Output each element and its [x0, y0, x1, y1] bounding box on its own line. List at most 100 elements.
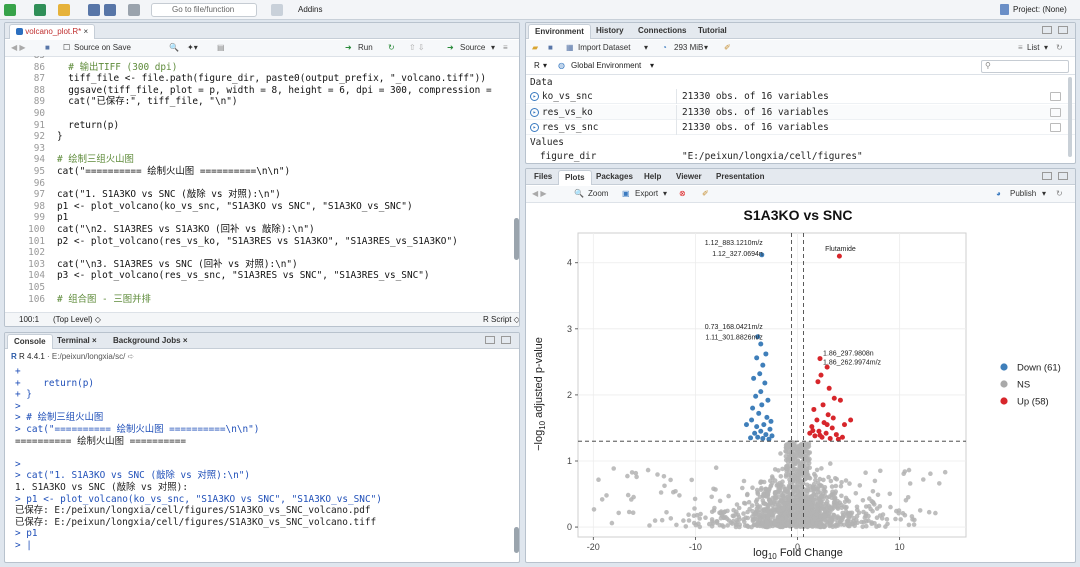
console-output[interactable]: + + return(p) + } > > # 绘制三组火山图 > cat("======…: [5, 364, 511, 562]
close-icon[interactable]: ×: [182, 336, 188, 345]
tab-terminal[interactable]: Terminal ×: [51, 334, 103, 349]
maximize-icon[interactable]: [1058, 172, 1068, 180]
run-arrow-icon[interactable]: ➜: [345, 43, 352, 52]
import-dropdown-icon[interactable]: ▾: [644, 43, 649, 52]
expand-icon[interactable]: ▸: [530, 123, 539, 132]
memory-dropdown-icon[interactable]: ▾: [704, 43, 709, 52]
tab-environment[interactable]: Environment: [528, 24, 591, 39]
rerun-icon[interactable]: ↻: [388, 43, 395, 52]
view-table-icon[interactable]: [1050, 107, 1061, 117]
maximize-icon[interactable]: [501, 336, 511, 344]
list-view-button[interactable]: List: [1027, 43, 1040, 52]
file-type-indicator[interactable]: R Script ◇: [483, 315, 520, 324]
expand-icon[interactable]: ▸: [530, 107, 539, 117]
publish-button[interactable]: Publish: [1010, 189, 1037, 198]
open-folder-icon[interactable]: ▰: [532, 43, 539, 52]
zoom-icon[interactable]: 🔍: [574, 189, 584, 198]
minimize-icon[interactable]: [485, 336, 495, 344]
grid-layout-icon[interactable]: [271, 4, 283, 16]
addins-menu[interactable]: Addins: [298, 5, 323, 14]
editor-options-icon[interactable]: ≡: [503, 43, 508, 52]
search-icon[interactable]: 🔍: [169, 43, 179, 52]
source-dropdown-icon[interactable]: ▾: [491, 43, 496, 52]
import-dataset-button[interactable]: Import Dataset: [578, 43, 631, 52]
tab-connections[interactable]: Connections: [638, 26, 687, 35]
source-button[interactable]: Source: [460, 43, 486, 52]
close-icon[interactable]: ×: [91, 336, 97, 345]
env-data-row[interactable]: ▸ ko_vs_snc 21330 obs. of 16 variables: [526, 89, 1075, 104]
tab-presentation[interactable]: Presentation: [716, 172, 765, 181]
broom-icon[interactable]: ✐: [702, 189, 709, 198]
ns-point: [744, 492, 750, 498]
view-table-icon[interactable]: [1050, 123, 1061, 132]
minimize-icon[interactable]: [1042, 172, 1052, 180]
tab-tutorial[interactable]: Tutorial: [698, 26, 727, 35]
outline-icon[interactable]: ▤: [217, 43, 225, 52]
language-dropdown-icon[interactable]: ▾: [543, 61, 548, 70]
new-file-icon[interactable]: [4, 4, 16, 16]
tab-history[interactable]: History: [596, 26, 624, 35]
up-point: [823, 430, 829, 436]
env-dropdown-icon[interactable]: ▾: [650, 61, 655, 70]
code-area[interactable]: 8586 # 输出TIFF (300 dpi) 87 tiff_file <- f…: [5, 56, 510, 310]
save-icon[interactable]: [88, 4, 100, 16]
env-data-row[interactable]: ▸ res_vs_ko 21330 obs. of 16 variables: [526, 104, 1075, 120]
tab-help[interactable]: Help: [644, 172, 662, 181]
scope-indicator[interactable]: (Top Level) ◇: [53, 315, 101, 324]
ns-point: [887, 491, 893, 497]
tab-background-jobs[interactable]: Background Jobs ×: [107, 334, 193, 349]
tab-console[interactable]: Console: [7, 334, 53, 349]
env-data-row[interactable]: ▸ res_vs_snc 21330 obs. of 16 variables: [526, 120, 1075, 135]
magic-wand-icon[interactable]: ✦▾: [187, 43, 198, 52]
list-dropdown-icon[interactable]: ▾: [1044, 43, 1049, 52]
prev-next-plot-icon[interactable]: ◀ ▶: [532, 189, 547, 198]
publish-dropdown-icon[interactable]: ▾: [1042, 189, 1047, 198]
global-environment-select[interactable]: Global Environment: [571, 61, 642, 70]
new-project-icon[interactable]: [34, 4, 46, 16]
source-on-save-checkbox[interactable]: ☐: [63, 43, 71, 52]
print-icon[interactable]: [128, 4, 140, 16]
open-file-icon[interactable]: [58, 4, 70, 16]
zoom-button[interactable]: Zoom: [588, 189, 609, 198]
nav-up-down-icon[interactable]: ⇧ ⇩: [409, 43, 425, 52]
env-search-input[interactable]: ⚲: [981, 60, 1069, 73]
ns-point: [611, 466, 616, 471]
editor-scrollbar[interactable]: [514, 218, 519, 260]
tab-viewer[interactable]: Viewer: [676, 172, 702, 181]
language-select[interactable]: R: [534, 61, 540, 70]
env-scrollbar[interactable]: [1068, 77, 1072, 157]
maximize-icon[interactable]: [1058, 26, 1068, 34]
goto-dir-icon[interactable]: ➪: [127, 352, 135, 361]
broom-icon[interactable]: ✐: [724, 43, 731, 52]
memory-usage[interactable]: 293 MiB: [674, 43, 704, 52]
up-point: [820, 402, 826, 408]
tab-plots[interactable]: Plots: [558, 170, 592, 185]
tab-packages[interactable]: Packages: [596, 172, 633, 181]
save-file-icon[interactable]: ■: [45, 43, 50, 52]
save-all-icon[interactable]: [104, 4, 116, 16]
close-icon[interactable]: ×: [83, 27, 89, 36]
back-arrow-icon[interactable]: ◀ ▶: [11, 43, 26, 52]
env-values-row[interactable]: figure_dir "E:/peixun/longxia/cell/figur…: [526, 151, 1075, 163]
goto-file-input[interactable]: Go to file/function: [151, 3, 257, 17]
ns-point: [781, 520, 787, 526]
editor-tab[interactable]: volcano_plot.R* ×: [9, 24, 96, 39]
minimize-icon[interactable]: [1042, 26, 1052, 34]
export-dropdown-icon[interactable]: ▾: [663, 189, 668, 198]
refresh-icon[interactable]: ↻: [1056, 189, 1063, 198]
refresh-icon[interactable]: ↻: [1056, 43, 1063, 52]
save-workspace-icon[interactable]: ■: [548, 43, 553, 52]
import-icon[interactable]: ▦: [566, 43, 574, 52]
tab-files[interactable]: Files: [534, 172, 553, 181]
working-directory[interactable]: · E:/peixun/longxia/sc/: [47, 352, 126, 361]
export-button[interactable]: Export: [635, 189, 659, 198]
console-scrollbar[interactable]: [514, 527, 519, 553]
source-arrow-icon[interactable]: ➜: [447, 43, 454, 52]
remove-plot-icon[interactable]: ⊗: [679, 189, 686, 198]
expand-icon[interactable]: ▸: [530, 92, 539, 101]
up-point: [837, 397, 843, 403]
project-menu[interactable]: Project: (None): [1013, 5, 1067, 14]
ns-point: [803, 444, 809, 450]
view-table-icon[interactable]: [1050, 92, 1061, 101]
run-button[interactable]: Run: [358, 43, 373, 52]
